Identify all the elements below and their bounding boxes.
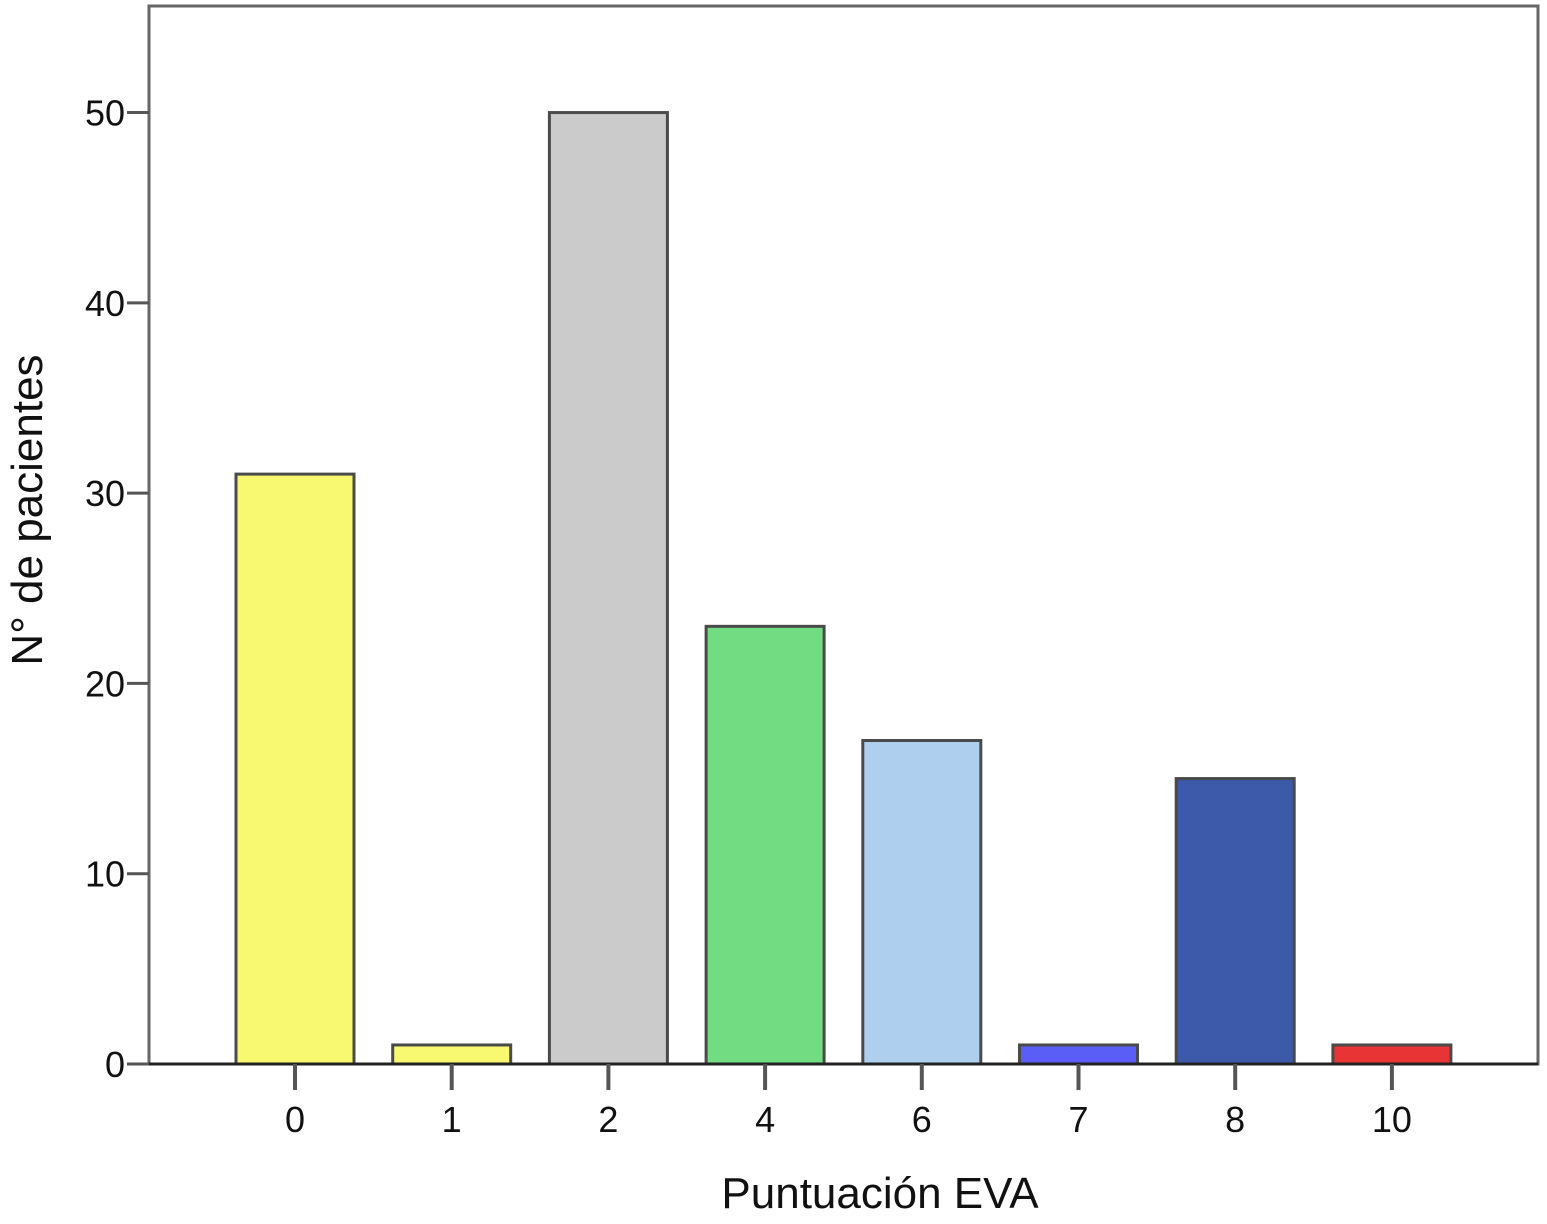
x-tick-label-4: 4: [755, 1099, 775, 1140]
y-tick-label-40: 40: [85, 283, 125, 324]
x-tick-label-8: 8: [1225, 1099, 1245, 1140]
y-tick-label-50: 50: [85, 93, 125, 134]
x-tick-label-7: 7: [1068, 1099, 1088, 1140]
x-axis: 0 1 2 4 6 7 8 10: [285, 1064, 1412, 1140]
bar-1: [391, 1043, 513, 1066]
y-tick-label-30: 30: [85, 473, 125, 514]
bar-4: [704, 624, 826, 1066]
y-tick-label-0: 0: [105, 1044, 125, 1085]
bar-8: [1174, 777, 1296, 1066]
y-tick-label-10: 10: [85, 854, 125, 895]
bar-7: [1018, 1043, 1139, 1066]
x-tick-label-2: 2: [598, 1099, 618, 1140]
bar-2: [547, 111, 669, 1066]
x-tick-label-1: 1: [442, 1099, 462, 1140]
y-axis-title: N° de pacientes: [3, 354, 52, 665]
y-tick-label-20: 20: [85, 663, 125, 704]
x-tick-label-0: 0: [285, 1099, 305, 1140]
plot-frame: [147, 4, 1540, 1066]
bar-0: [234, 472, 356, 1066]
x-tick-label-6: 6: [912, 1099, 932, 1140]
x-tick-label-10: 10: [1372, 1099, 1412, 1140]
x-axis-title: Puntuación EVA: [721, 1169, 1039, 1218]
y-axis: 0 10 20 30 40 50: [85, 93, 149, 1085]
bar-6: [861, 739, 983, 1066]
bar-10: [1331, 1043, 1453, 1066]
bars-layer: [234, 111, 1453, 1066]
